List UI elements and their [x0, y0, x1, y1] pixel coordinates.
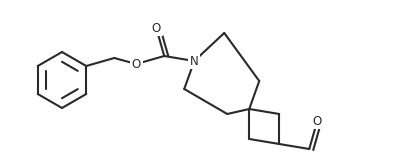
Text: N: N [190, 55, 198, 68]
Text: O: O [132, 57, 141, 71]
Text: O: O [151, 21, 161, 35]
Text: O: O [313, 115, 322, 128]
